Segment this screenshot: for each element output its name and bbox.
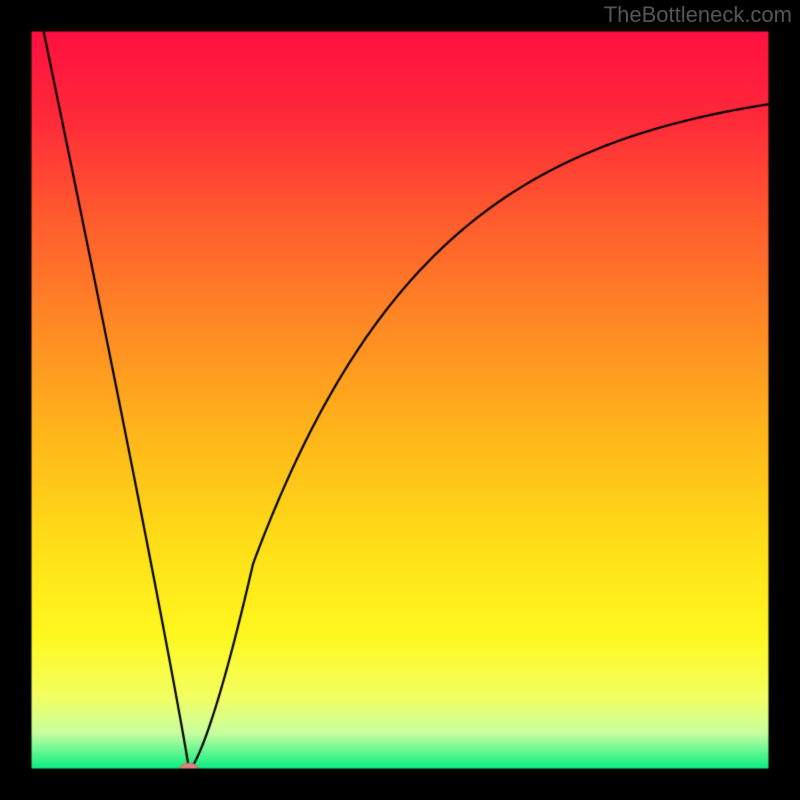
chart-container: TheBottleneck.com — [0, 0, 800, 800]
bottleneck-chart-canvas — [0, 0, 800, 800]
attribution-label: TheBottleneck.com — [604, 2, 792, 28]
